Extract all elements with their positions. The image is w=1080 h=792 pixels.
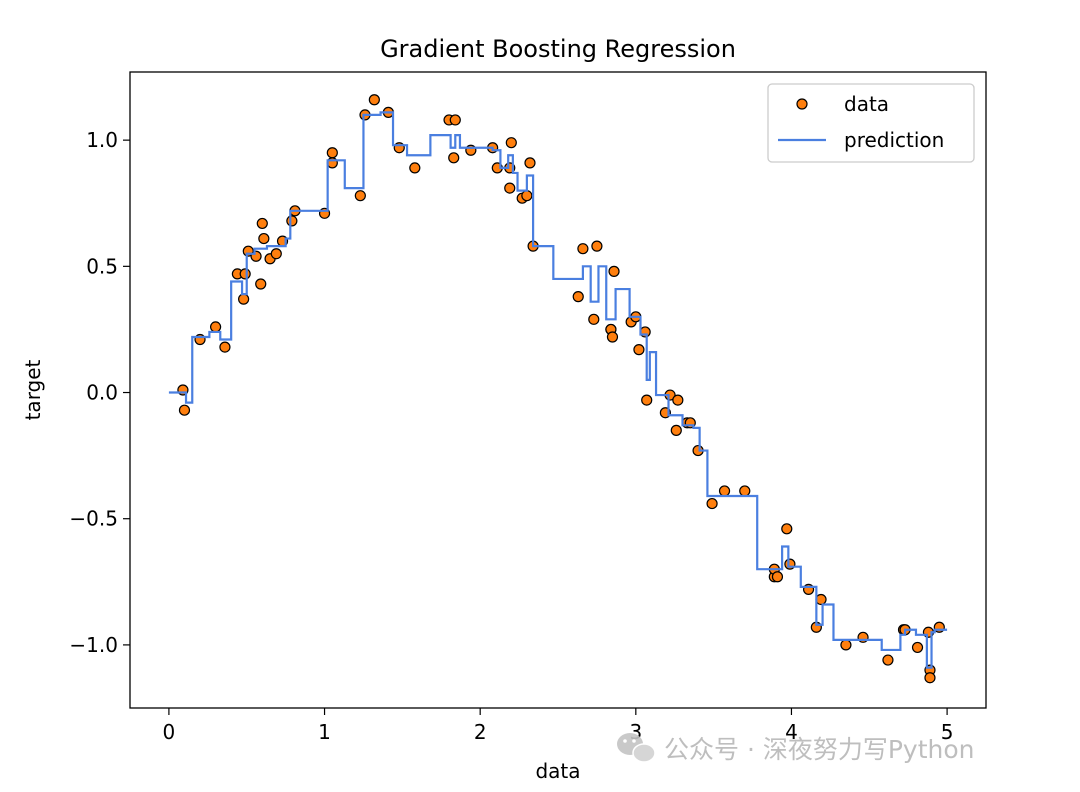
chart-title: Gradient Boosting Regression bbox=[380, 35, 736, 63]
data-point bbox=[577, 243, 589, 255]
data-point bbox=[239, 268, 251, 280]
y-tick-label: 0.5 bbox=[86, 254, 118, 278]
data-point bbox=[815, 593, 827, 606]
data-point bbox=[641, 394, 653, 406]
data-point bbox=[882, 654, 894, 666]
data-point bbox=[255, 278, 267, 290]
x-tick-label: 0 bbox=[163, 720, 176, 744]
prediction-line bbox=[168, 111, 948, 669]
data-point bbox=[739, 485, 751, 497]
plot-area bbox=[129, 71, 987, 709]
watermark: 公众号 · 深夜努力写Python bbox=[617, 733, 975, 764]
data-point bbox=[256, 217, 268, 230]
y-tick-label: 1.0 bbox=[86, 128, 118, 152]
legend-label-prediction: prediction bbox=[844, 128, 944, 152]
data-point bbox=[210, 321, 222, 333]
y-axis-label: target bbox=[21, 359, 45, 420]
data-point bbox=[781, 523, 793, 535]
watermark-text: 公众号 · 深夜努力写Python bbox=[664, 735, 975, 764]
data-point bbox=[670, 424, 682, 436]
data-point bbox=[718, 485, 731, 497]
data-point bbox=[524, 157, 536, 169]
data-point bbox=[258, 232, 270, 245]
y-tick-label: −1.0 bbox=[69, 633, 118, 657]
data-point bbox=[911, 641, 924, 654]
axes-frame bbox=[129, 71, 987, 709]
data-point bbox=[368, 94, 380, 106]
data-point bbox=[238, 293, 250, 305]
data-point bbox=[606, 331, 619, 343]
data-point bbox=[840, 639, 852, 651]
data-point bbox=[924, 672, 936, 684]
data-point bbox=[354, 190, 366, 202]
data-point bbox=[608, 265, 620, 277]
data-point bbox=[504, 182, 516, 194]
x-axis-label: data bbox=[535, 759, 580, 783]
data-point bbox=[448, 152, 460, 164]
data-point bbox=[409, 162, 421, 174]
data-point bbox=[521, 190, 533, 202]
y-tick-label: 0.0 bbox=[86, 381, 118, 405]
y-axis: −1.0 −0.5 0.0 0.5 1.0 bbox=[69, 128, 130, 657]
legend-label-data: data bbox=[844, 92, 889, 116]
legend: data prediction bbox=[767, 83, 975, 163]
data-point bbox=[771, 571, 784, 583]
data-point bbox=[449, 114, 461, 126]
data-point bbox=[572, 291, 584, 303]
data-point bbox=[505, 137, 517, 149]
data-point bbox=[270, 248, 282, 260]
legend-box bbox=[767, 83, 975, 163]
data-point bbox=[706, 497, 718, 510]
wechat-icon bbox=[617, 733, 656, 763]
data-point bbox=[633, 344, 645, 356]
data-point bbox=[178, 404, 191, 416]
data-point bbox=[219, 341, 231, 353]
x-tick-label: 2 bbox=[474, 720, 487, 744]
legend-marker-data bbox=[796, 98, 808, 110]
data-point bbox=[326, 147, 338, 159]
x-tick-label: 4 bbox=[785, 720, 798, 744]
y-tick-label: −0.5 bbox=[69, 507, 118, 531]
data-point bbox=[286, 215, 298, 227]
data-point bbox=[588, 313, 600, 325]
data-point bbox=[591, 240, 603, 252]
data-point bbox=[672, 394, 684, 406]
series-layer bbox=[168, 94, 948, 684]
x-tick-label: 5 bbox=[941, 720, 954, 744]
x-tick-label: 1 bbox=[318, 720, 331, 744]
